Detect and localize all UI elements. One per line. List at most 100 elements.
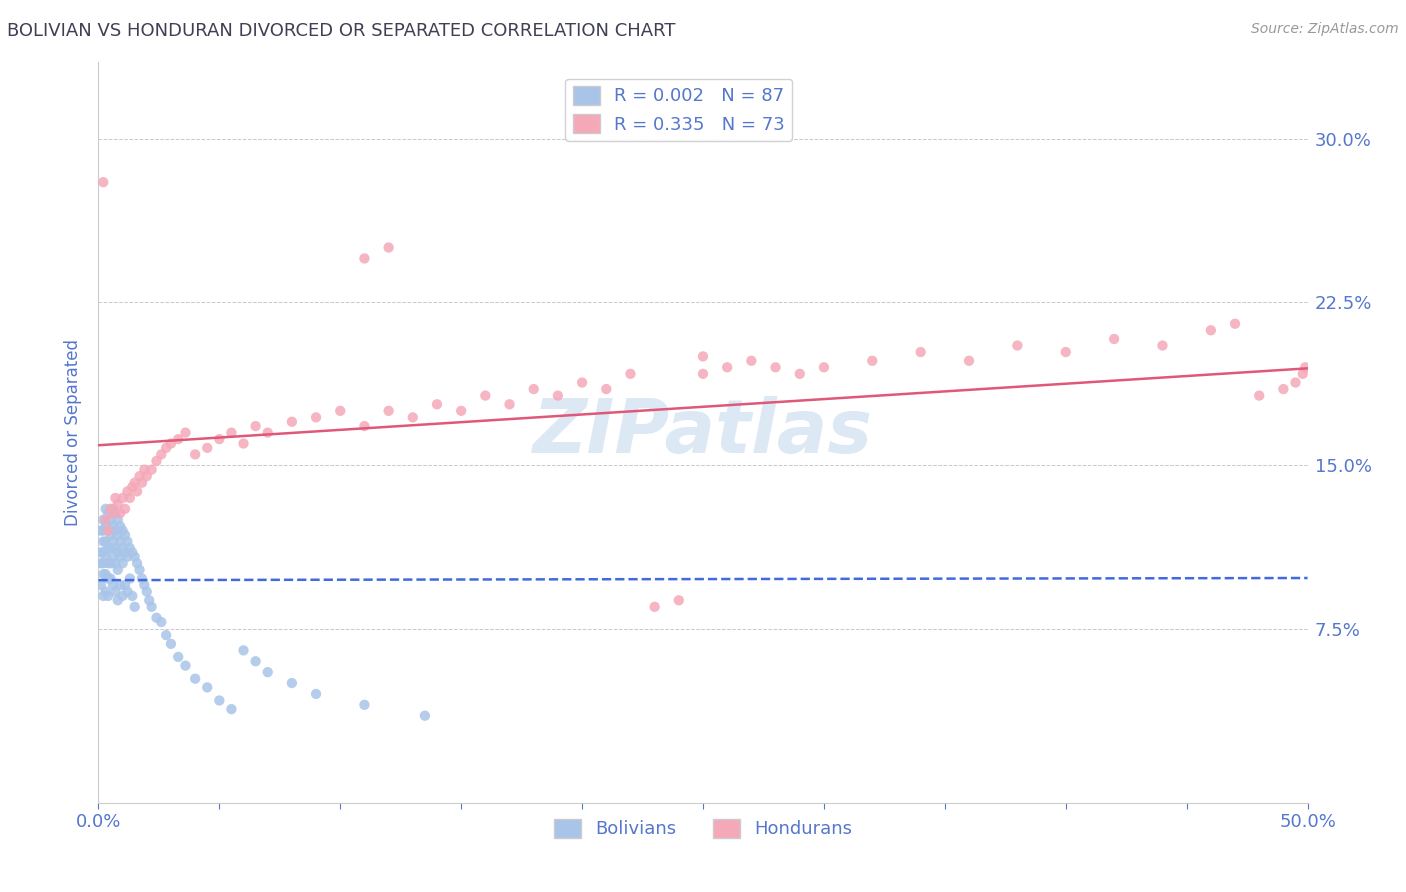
Point (221, 425, 243, 440)
Point (91, 589, 114, 603)
Point (305, 410, 328, 425)
Point (128, 469, 150, 483)
Text: BOLIVIAN VS HONDURAN DIVORCED OR SEPARATED CORRELATION CHART: BOLIVIAN VS HONDURAN DIVORCED OR SEPARAT… (7, 22, 675, 40)
Point (134, 462, 156, 476)
Point (377, 240, 399, 255)
Point (100, 541, 122, 555)
Point (281, 676, 304, 690)
Point (108, 519, 131, 533)
Point (716, 360, 738, 375)
Point (111, 589, 134, 603)
Point (150, 615, 173, 629)
Point (174, 658, 197, 673)
Point (108, 549, 131, 564)
Point (184, 447, 207, 461)
Point (94, 567, 117, 582)
Point (1102, 332, 1125, 346)
Point (124, 549, 146, 564)
Point (1284, 376, 1306, 390)
Point (740, 353, 762, 368)
Point (118, 491, 141, 505)
Point (124, 475, 146, 490)
Point (121, 480, 143, 494)
Point (100, 501, 122, 516)
Point (131, 572, 153, 586)
Point (107, 545, 129, 559)
Point (114, 545, 136, 559)
Point (281, 415, 304, 429)
Point (523, 382, 546, 396)
Point (94, 519, 117, 533)
Point (167, 649, 190, 664)
Point (1054, 345, 1077, 359)
Point (1294, 360, 1316, 375)
Point (111, 541, 134, 555)
Point (135, 469, 157, 483)
Point (547, 389, 569, 403)
Point (128, 563, 150, 577)
Point (668, 593, 690, 607)
Point (644, 599, 666, 614)
Point (765, 360, 787, 375)
Point (860, 353, 883, 368)
Text: Source: ZipAtlas.com: Source: ZipAtlas.com (1251, 22, 1399, 37)
Point (94, 549, 117, 564)
Point (100, 513, 122, 527)
Point (353, 698, 375, 712)
Point (97, 524, 120, 538)
Point (910, 345, 932, 359)
Point (184, 672, 207, 686)
Point (426, 397, 449, 411)
Point (692, 350, 714, 364)
Point (121, 589, 143, 603)
Point (141, 599, 163, 614)
Point (150, 447, 173, 461)
Point (232, 436, 254, 450)
Point (108, 578, 131, 592)
Point (97, 506, 120, 520)
Point (155, 441, 177, 455)
Point (91, 567, 114, 582)
Point (100, 556, 122, 570)
Point (221, 702, 243, 716)
Point (1152, 338, 1174, 352)
Point (117, 484, 139, 499)
Point (131, 475, 153, 490)
Point (94, 501, 117, 516)
Point (90, 578, 112, 592)
Point (104, 541, 127, 555)
Point (1199, 323, 1222, 337)
Point (118, 572, 141, 586)
Point (101, 534, 124, 549)
Point (474, 389, 496, 403)
Point (114, 578, 136, 592)
Point (141, 462, 163, 476)
Y-axis label: Divorced or Separated: Divorced or Separated (65, 339, 83, 526)
Point (160, 436, 183, 450)
Point (111, 556, 134, 570)
Point (134, 578, 156, 592)
Point (101, 519, 124, 533)
Point (135, 584, 157, 599)
Point (1272, 382, 1295, 396)
Point (91, 513, 114, 527)
Point (101, 549, 124, 564)
Point (957, 353, 980, 368)
Point (127, 484, 149, 499)
Point (91, 534, 114, 549)
Point (91, 524, 114, 538)
Point (94, 513, 117, 527)
Point (245, 419, 267, 434)
Point (619, 367, 641, 381)
Point (145, 454, 167, 468)
Point (208, 693, 231, 707)
Point (97, 541, 120, 555)
Point (94, 584, 117, 599)
Point (97, 524, 120, 538)
Point (101, 578, 124, 592)
Point (256, 665, 278, 680)
Point (498, 397, 520, 411)
Point (90, 556, 112, 570)
Point (450, 404, 472, 418)
Point (104, 524, 127, 538)
